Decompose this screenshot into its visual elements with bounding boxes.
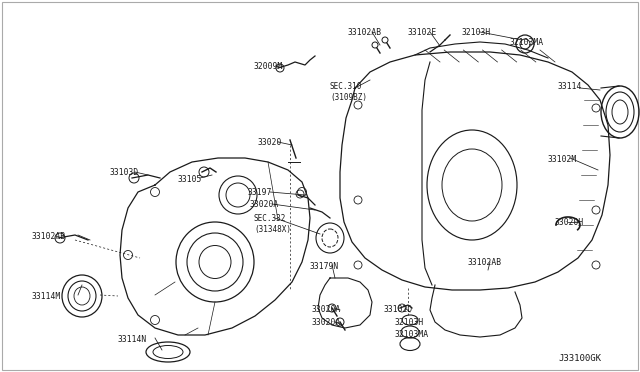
Text: 33114N: 33114N — [118, 335, 147, 344]
Text: 33179N: 33179N — [310, 262, 339, 271]
Text: 33102AB: 33102AB — [32, 232, 66, 241]
Text: 32103H: 32103H — [462, 28, 492, 37]
Text: 33102M: 33102M — [548, 155, 577, 164]
Text: (3109BZ): (3109BZ) — [330, 93, 367, 102]
Text: 32103MA: 32103MA — [510, 38, 544, 47]
Text: 33114M: 33114M — [32, 292, 61, 301]
Text: 33105: 33105 — [178, 175, 202, 184]
Text: SEC.310: SEC.310 — [330, 82, 362, 91]
Text: 32103H: 32103H — [395, 318, 424, 327]
Text: SEC.332: SEC.332 — [254, 214, 286, 223]
Circle shape — [382, 37, 388, 43]
Text: 33197: 33197 — [248, 188, 273, 197]
Text: J33100GK: J33100GK — [558, 354, 601, 363]
Text: (31348X): (31348X) — [254, 225, 291, 234]
Text: 32103MA: 32103MA — [395, 330, 429, 339]
Circle shape — [372, 42, 378, 48]
Text: 33102AB: 33102AB — [348, 28, 382, 37]
Text: 33102E: 33102E — [408, 28, 437, 37]
Text: 33102D: 33102D — [384, 305, 413, 314]
Text: 33020: 33020 — [258, 138, 282, 147]
Text: 33103D: 33103D — [110, 168, 140, 177]
Text: 33020A: 33020A — [312, 305, 341, 314]
Text: 33020A: 33020A — [250, 200, 279, 209]
Text: 32009M: 32009M — [254, 62, 284, 71]
Text: 33020H: 33020H — [555, 218, 584, 227]
Text: 33114: 33114 — [558, 82, 582, 91]
Text: 33102AB: 33102AB — [468, 258, 502, 267]
Text: 33020A: 33020A — [312, 318, 341, 327]
